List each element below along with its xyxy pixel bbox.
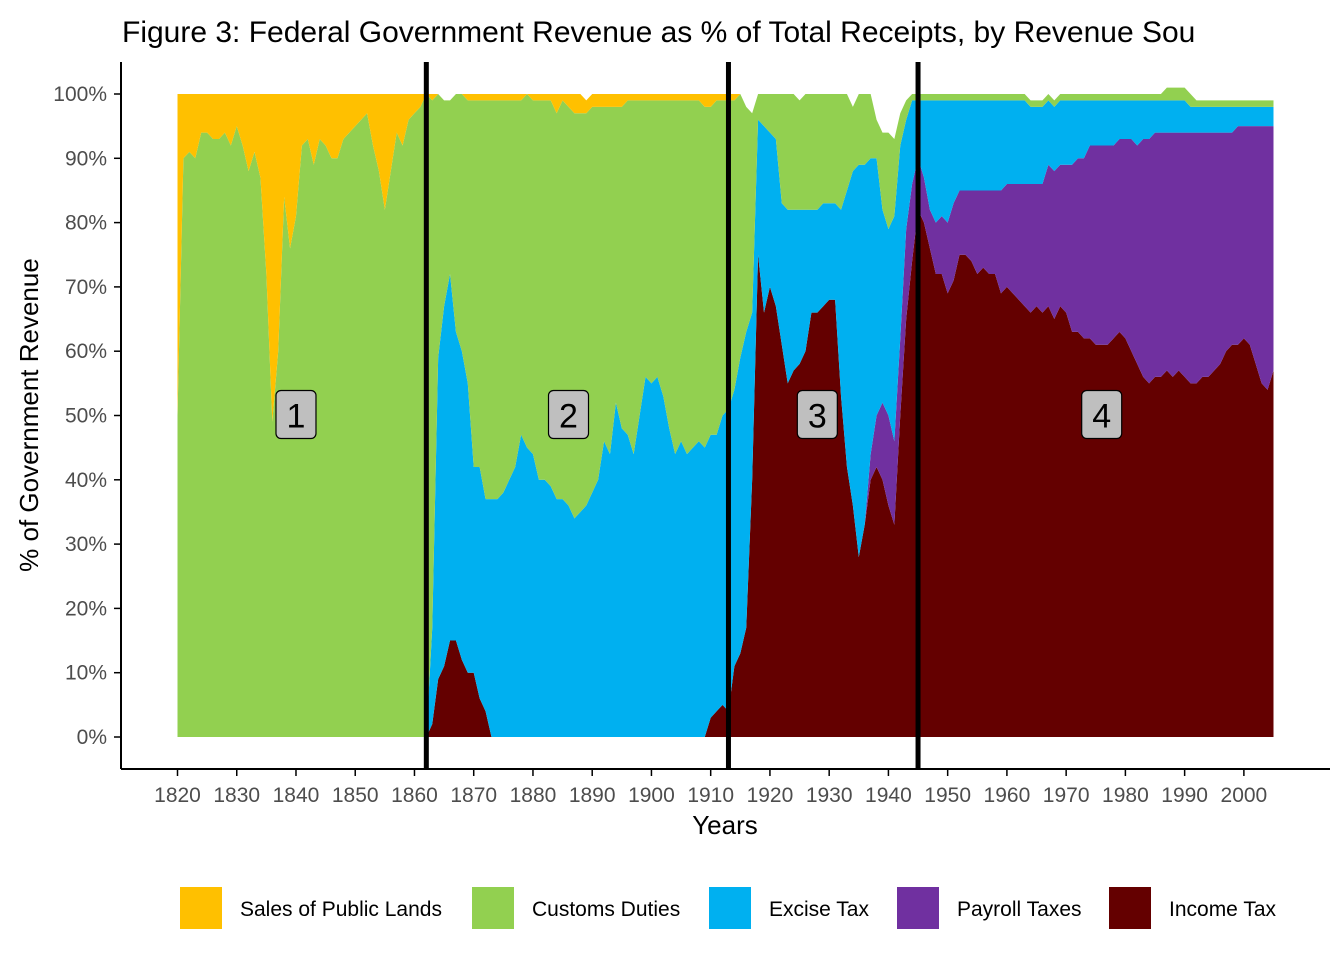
legend-swatch: [472, 887, 514, 929]
x-tick-label: 1940: [865, 784, 912, 807]
legend: Sales of Public Lands Customs Duties Excis…: [180, 887, 1276, 929]
legend-label: Customs Duties: [532, 898, 680, 921]
era-label-2: 2: [547, 389, 590, 440]
era-label-box: [796, 389, 838, 440]
x-tick-label: 1840: [273, 784, 320, 807]
area-sales-of-public-lands: [177, 87, 1274, 422]
legend-label: Sales of Public Lands: [240, 898, 442, 921]
area-income-tax: [177, 209, 1274, 738]
era-label-box: [275, 389, 317, 440]
era-dividers: [423, 62, 921, 769]
x-tick-label: 1860: [391, 784, 438, 807]
y-tick-label: 0%: [77, 726, 107, 749]
x-tick-label: 1960: [984, 784, 1031, 807]
y-tick-label: 100%: [53, 83, 107, 106]
y-tick-label: 90%: [65, 147, 107, 170]
x-tick-label: 1910: [687, 784, 734, 807]
x-tick-label: 1870: [450, 784, 497, 807]
x-tick-label: 2000: [1221, 784, 1268, 807]
legend-swatch: [709, 887, 751, 929]
legend-label: Payroll Taxes: [957, 898, 1082, 921]
area-excise-tax: [177, 100, 1274, 738]
x-tick-label: 1850: [332, 784, 379, 807]
y-axis-title: % of Government Revenue: [14, 258, 44, 572]
y-tick-label: 10%: [65, 662, 107, 685]
era-label-box: [1081, 389, 1123, 440]
x-tick-label: 1920: [747, 784, 794, 807]
y-tick-label: 30%: [65, 533, 107, 556]
x-tick-label: 1900: [628, 784, 675, 807]
x-tick-label: 1890: [569, 784, 616, 807]
era-labels: 1 2 3 4: [275, 389, 1123, 440]
y-tick-label: 60%: [65, 340, 107, 363]
era-label-1: 1: [275, 389, 317, 440]
x-ticks: 1820 1830 1840 1850 1860 1870 1880 1890 1900 1910…: [154, 769, 1267, 807]
x-tick-label: 1950: [924, 784, 971, 807]
area-payroll-taxes: [177, 126, 1274, 737]
legend-swatch: [180, 887, 222, 929]
x-tick-label: 1880: [510, 784, 557, 807]
x-tick-label: 1830: [213, 784, 260, 807]
legend-swatch: [1109, 887, 1151, 929]
y-ticks: 0% 10% 20% 30% 40% 50% 60% 70% 80% 90% 100%: [53, 83, 121, 749]
legend-item-sales-of-public-lands: Sales of Public Lands: [180, 887, 442, 929]
legend-label: Income Tax: [1169, 898, 1276, 921]
legend-item-payroll-taxes: Payroll Taxes: [897, 887, 1082, 929]
x-tick-label: 1930: [806, 784, 853, 807]
legend-label: Excise Tax: [769, 898, 869, 921]
era-label-text: 2: [559, 398, 578, 436]
x-axis-title: Years: [692, 810, 758, 840]
era-label-text: 1: [287, 398, 306, 436]
plot-areas: [177, 87, 1274, 738]
x-tick-label: 1820: [154, 784, 201, 807]
chart-title: Figure 3: Federal Government Revenue as …: [122, 16, 1195, 49]
y-tick-label: 80%: [65, 212, 107, 235]
legend-item-customs-duties: Customs Duties: [472, 887, 680, 929]
y-tick-label: 20%: [65, 597, 107, 620]
era-label-4: 4: [1081, 389, 1123, 440]
x-tick-label: 1990: [1161, 784, 1208, 807]
y-tick-label: 70%: [65, 276, 107, 299]
era-label-box: [547, 389, 590, 440]
era-label-text: 3: [808, 398, 827, 436]
legend-item-income-tax: Income Tax: [1109, 887, 1276, 929]
legend-item-excise-tax: Excise Tax: [709, 887, 869, 929]
y-tick-label: 50%: [65, 405, 107, 428]
area-customs-duties: [177, 87, 1274, 737]
era-label-text: 4: [1092, 398, 1111, 436]
x-tick-label: 1970: [1043, 784, 1090, 807]
legend-swatch: [897, 887, 939, 929]
y-tick-label: 40%: [65, 469, 107, 492]
era-label-3: 3: [796, 389, 838, 440]
x-tick-label: 1980: [1102, 784, 1149, 807]
